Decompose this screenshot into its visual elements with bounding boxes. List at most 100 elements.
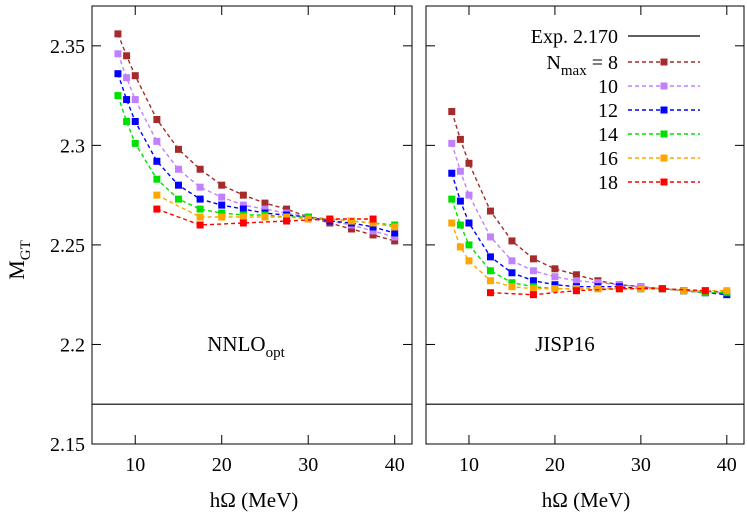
data-point-nmax-10 xyxy=(153,137,161,145)
data-point-nmax-14 xyxy=(123,117,131,125)
data-point-nmax-16 xyxy=(486,277,494,285)
panel-label: JISP16 xyxy=(535,332,595,356)
x-tick-label: 30 xyxy=(298,454,318,476)
data-point-nmax-8 xyxy=(283,205,291,213)
data-point-nmax-8 xyxy=(347,225,355,233)
data-point-nmax-10 xyxy=(174,165,182,173)
data-point-nmax-16 xyxy=(153,191,161,199)
data-point-nmax-14 xyxy=(465,241,473,249)
data-point-nmax-16 xyxy=(283,213,291,221)
data-point-nmax-10 xyxy=(114,50,122,58)
data-point-nmax-12 xyxy=(369,223,377,231)
series-line-nmax-8 xyxy=(451,111,727,294)
data-point-nmax-8 xyxy=(196,165,204,173)
data-point-nmax-12 xyxy=(551,281,559,289)
legend-marker-nmax-10 xyxy=(660,82,668,90)
data-point-nmax-16 xyxy=(448,219,456,227)
x-tick-label: 10 xyxy=(459,454,479,476)
y-tick-label: 2.25 xyxy=(50,235,85,257)
plot-frame xyxy=(425,5,745,445)
data-point-nmax-18 xyxy=(239,219,247,227)
data-point-nmax-12 xyxy=(456,197,464,205)
data-point-nmax-18 xyxy=(326,215,334,223)
data-point-nmax-10 xyxy=(529,267,537,275)
data-point-nmax-12 xyxy=(114,70,122,78)
data-point-nmax-12 xyxy=(486,253,494,261)
data-point-nmax-14 xyxy=(153,175,161,183)
data-point-nmax-12 xyxy=(529,277,537,285)
data-point-nmax-8 xyxy=(456,135,464,143)
data-point-nmax-18 xyxy=(658,285,666,293)
data-point-nmax-14 xyxy=(486,267,494,275)
data-point-nmax-10 xyxy=(508,257,516,265)
data-point-nmax-8 xyxy=(551,265,559,273)
data-point-nmax-10 xyxy=(448,139,456,147)
data-point-nmax-16 xyxy=(218,213,226,221)
legend-entry-label: Nmax = 8 xyxy=(546,52,618,79)
y-tick-label: 2.15 xyxy=(50,434,85,456)
y-tick-label: 2.35 xyxy=(50,36,85,58)
data-point-nmax-8 xyxy=(153,115,161,123)
data-point-nmax-14 xyxy=(456,221,464,229)
x-tick-label: 40 xyxy=(385,454,405,476)
data-point-nmax-10 xyxy=(391,233,399,241)
data-point-nmax-8 xyxy=(239,191,247,199)
data-point-nmax-10 xyxy=(594,279,602,287)
data-point-nmax-16 xyxy=(723,287,731,295)
data-point-nmax-12 xyxy=(196,195,204,203)
data-point-nmax-12 xyxy=(153,157,161,165)
data-point-nmax-10 xyxy=(196,183,204,191)
data-point-nmax-12 xyxy=(508,269,516,277)
data-point-nmax-8 xyxy=(261,199,269,207)
data-point-nmax-8 xyxy=(123,52,131,60)
legend-entry-label: 18 xyxy=(598,172,618,194)
data-point-nmax-18 xyxy=(486,289,494,297)
x-tick-label: 20 xyxy=(545,454,565,476)
data-point-nmax-14 xyxy=(196,205,204,213)
legend-marker-nmax-16 xyxy=(660,154,668,162)
data-point-nmax-14 xyxy=(508,279,516,287)
data-point-nmax-10 xyxy=(261,205,269,213)
data-point-nmax-10 xyxy=(369,227,377,235)
data-point-nmax-14 xyxy=(131,139,139,147)
data-point-nmax-14 xyxy=(174,195,182,203)
data-point-nmax-16 xyxy=(680,287,688,295)
x-axis-label-left: hΩ (MeV) xyxy=(210,488,299,512)
data-point-nmax-10 xyxy=(218,193,226,201)
data-point-nmax-18 xyxy=(572,287,580,295)
legend-marker-nmax-14 xyxy=(660,130,668,138)
data-point-nmax-16 xyxy=(239,213,247,221)
data-point-nmax-18 xyxy=(196,221,204,229)
data-point-nmax-12 xyxy=(391,229,399,237)
data-point-nmax-8 xyxy=(448,108,456,116)
data-point-nmax-16 xyxy=(391,223,399,231)
data-point-nmax-16 xyxy=(196,213,204,221)
legend-exp-label: Exp. 2.170 xyxy=(531,26,618,48)
data-point-nmax-18 xyxy=(701,287,709,295)
data-point-nmax-8 xyxy=(508,237,516,245)
data-point-nmax-14 xyxy=(448,195,456,203)
data-point-nmax-16 xyxy=(304,215,312,223)
data-point-nmax-16 xyxy=(347,217,355,225)
data-point-nmax-12 xyxy=(239,205,247,213)
data-point-nmax-16 xyxy=(594,285,602,293)
data-point-nmax-8 xyxy=(391,237,399,245)
data-point-nmax-18 xyxy=(369,215,377,223)
data-point-nmax-10 xyxy=(572,277,580,285)
legend-entry-label: 12 xyxy=(598,100,618,122)
y-tick-label: 2.2 xyxy=(60,334,85,356)
data-point-nmax-10 xyxy=(551,273,559,281)
data-point-nmax-8 xyxy=(218,181,226,189)
data-point-nmax-8 xyxy=(369,231,377,239)
data-point-nmax-16 xyxy=(261,213,269,221)
data-point-nmax-16 xyxy=(529,285,537,293)
data-point-nmax-14 xyxy=(114,92,122,100)
data-point-nmax-14 xyxy=(218,209,226,217)
data-point-nmax-16 xyxy=(456,243,464,251)
data-point-nmax-10 xyxy=(239,201,247,209)
data-point-nmax-8 xyxy=(486,207,494,215)
panel-label: NNLOopt xyxy=(207,332,285,361)
data-point-nmax-10 xyxy=(486,233,494,241)
